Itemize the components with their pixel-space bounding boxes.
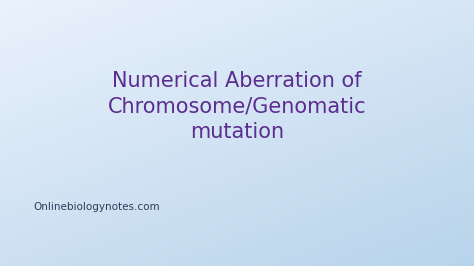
Text: Numerical Aberration of
Chromosome/Genomatic
mutation: Numerical Aberration of Chromosome/Genom… <box>108 71 366 142</box>
Text: Onlinebiologynotes.com: Onlinebiologynotes.com <box>33 202 160 213</box>
